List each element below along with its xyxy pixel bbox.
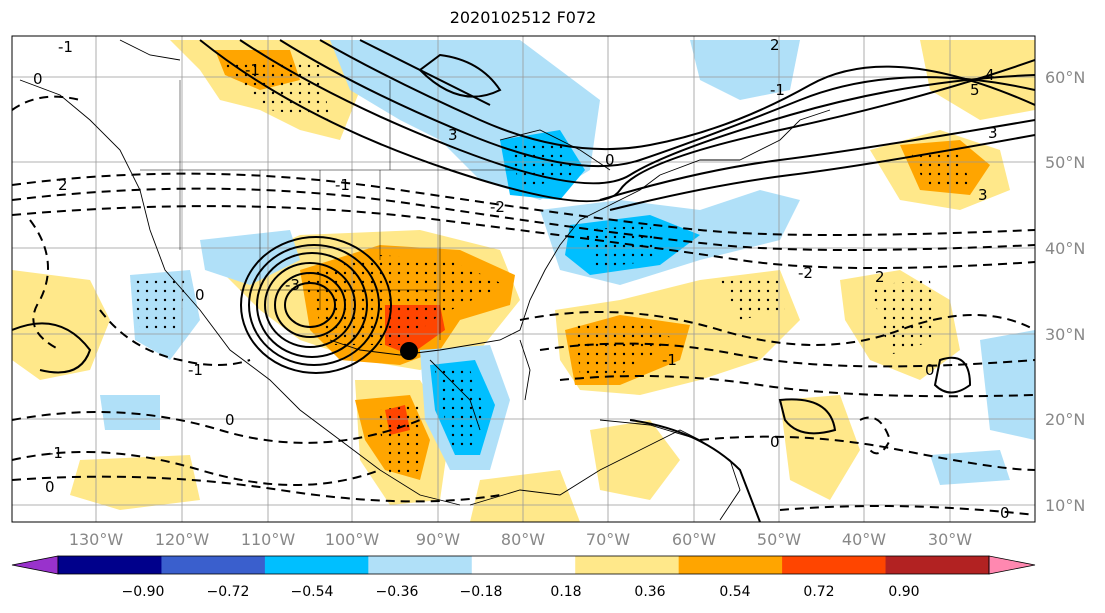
colorbar-bin [368,556,473,574]
positive-anomaly-region [780,395,860,500]
colorbar-tick: 0.54 [719,584,751,600]
colorbar [11,555,1036,575]
contour-label: 0 [605,151,615,169]
colorbar-frame [57,555,990,575]
lon-label: 120°W [155,530,210,549]
contour-label: -2 [798,264,813,282]
colorbar-tick: 0.18 [550,584,582,600]
positive-anomaly-region [12,270,110,380]
colorbar-bin [471,556,576,574]
contour-label: -1 [58,38,73,56]
lat-label: 30°N [1045,325,1085,344]
contour-label: 2 [58,176,68,194]
contour-label: 0 [770,433,780,451]
contour-label: -1 [662,351,677,369]
colorbar-bin [264,556,369,574]
contour-label: -1 [770,81,785,99]
negative-anomaly-region [200,230,300,285]
positive-anomaly-region [70,455,200,510]
contour-label: 0 [195,286,205,304]
colorbar-bin [575,556,680,574]
contour-label: -1 [188,361,203,379]
lon-label: 100°W [325,530,380,549]
contour-label: 2 [875,268,885,286]
latitude-labels: 60°N 50°N 40°N 30°N 20°N 10°N [1045,68,1085,515]
colorbar-tick: 0.36 [634,584,666,600]
contour-label: 4 [985,66,995,84]
colorbar-bin [678,556,783,574]
colorbar-tick: 0.90 [888,584,920,600]
contour-label: 3 [988,124,998,142]
lon-label: 30°W [928,530,972,549]
negative-anomaly-region [980,330,1035,440]
lon-label: 80°W [501,530,545,549]
colorbar-tick: −0.36 [375,584,419,600]
contour-label: 0 [925,361,935,379]
colorbar-tick: −0.90 [121,584,165,600]
lon-label: 130°W [69,530,124,549]
dashed-contours [12,95,1035,516]
colorbar-bin [885,556,990,574]
contour-label: -1 [48,444,63,462]
solid-contours [12,39,1035,522]
contour-label: 0 [45,478,55,496]
lon-label: 50°W [757,530,801,549]
contour-labels: -1 0 -1 2 3 -3 0 -1 2 3 4 5 3 -2 0 -1 0 … [33,36,1010,522]
colorbar-bin [161,556,266,574]
contour-label: -3 [285,276,300,294]
lon-label: 90°W [416,530,460,549]
map-title: 2020102512 F072 [449,8,597,27]
contour-label: 0 [1000,504,1010,522]
contour-label: -1 [335,176,350,194]
colorbar-bin [782,556,887,574]
lat-label: 60°N [1045,68,1085,87]
contour-label: 0 [33,70,43,88]
negative-anomaly-region [690,40,800,100]
contour-label: -2 [490,198,505,216]
location-marker [400,342,418,360]
contour-label: -1 [245,61,260,79]
positive-anomaly-region [470,470,580,522]
colorbar-tick: −0.54 [290,584,334,600]
colorbar-extend-high [988,555,1036,575]
longitude-labels: 130°W 120°W 110°W 100°W 90°W 80°W 70°W 6… [69,530,972,549]
lon-label: 70°W [586,530,630,549]
colorbar-tick: −0.72 [206,584,250,600]
lon-label: 110°W [241,530,296,549]
colorbar-bin [58,556,162,574]
plot-frame [11,35,1036,523]
contour-label: 0 [225,411,235,429]
contour-label: 2 [770,36,780,54]
colorbar-tick: 0.72 [803,584,835,600]
positive-anomaly-region [590,420,680,500]
lon-label: 40°W [842,530,886,549]
lat-label: 50°N [1045,153,1085,172]
contour-label: 3 [978,186,988,204]
lat-label: 40°N [1045,239,1085,258]
negative-anomaly-region [100,395,160,430]
contour-label: 5 [970,81,980,99]
colorbar-tick: −0.18 [459,584,503,600]
lat-label: 10°N [1045,496,1085,515]
lat-label: 20°N [1045,410,1085,429]
lon-label: 60°W [672,530,716,549]
contour-label: 3 [448,126,458,144]
colorbar-extend-low [11,555,59,575]
map-plot-area: -1 0 -1 2 3 -3 0 -1 2 3 4 5 3 -2 0 -1 0 … [12,36,1035,522]
